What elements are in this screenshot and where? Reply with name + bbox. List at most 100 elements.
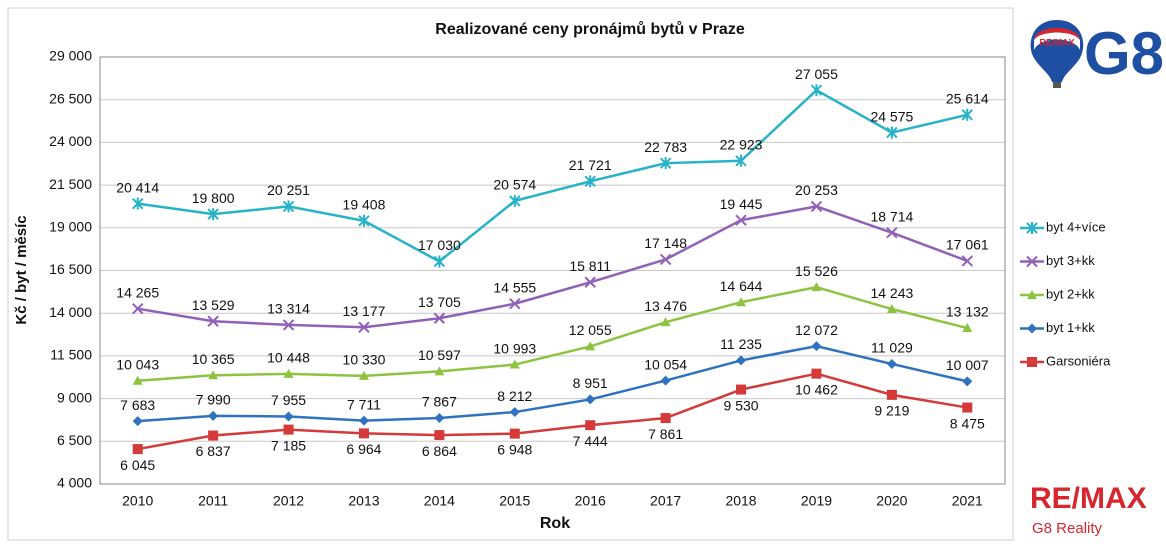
marker [434, 412, 445, 423]
marker [961, 255, 973, 267]
x-tick-label: 2018 [725, 493, 756, 509]
marker [886, 126, 898, 139]
series-line [137, 205, 968, 329]
data-label: 20 251 [267, 182, 310, 198]
data-label: 7 185 [271, 437, 306, 453]
data-label: 6 964 [346, 441, 381, 457]
x-tick-label: 2020 [876, 493, 907, 509]
marker [584, 276, 596, 288]
marker [433, 255, 446, 268]
y-tick-label: 6 500 [57, 432, 92, 448]
marker [282, 319, 295, 331]
y-axis-label: Kč / byt / měsíc [13, 215, 30, 324]
data-label: 14 265 [116, 284, 159, 300]
x-tick-label: 2015 [499, 493, 530, 509]
series-line [137, 285, 968, 383]
data-label: 19 445 [720, 196, 763, 212]
data-label: 10 330 [343, 352, 386, 368]
legend-label: byt 3+kk [1046, 253, 1095, 268]
marker [132, 444, 143, 455]
marker [208, 430, 219, 441]
marker [961, 108, 973, 121]
y-tick-label: 29 000 [49, 48, 92, 64]
marker [735, 214, 747, 226]
balloon-top [1034, 28, 1080, 40]
marker [132, 375, 143, 385]
data-label: 13 132 [946, 304, 989, 320]
data-label: 12 072 [795, 322, 838, 338]
marker [132, 197, 144, 210]
data-label: 14 555 [493, 279, 536, 295]
marker [659, 157, 672, 170]
chart-title: Realizované ceny pronájmů bytů v Praze [435, 21, 745, 38]
data-label: 9 530 [724, 397, 759, 413]
data-label: 17 030 [418, 237, 461, 253]
data-label: 10 993 [493, 340, 536, 356]
legend-label: Garsoniéra [1046, 353, 1111, 368]
data-label: 12 055 [569, 322, 612, 338]
balloon-text: RE/MAX [1039, 37, 1074, 47]
marker [962, 376, 973, 387]
data-label: 10 007 [946, 357, 989, 373]
data-label: 27 055 [795, 66, 838, 82]
legend-label: byt 2+kk [1046, 286, 1095, 301]
x-tick-label: 2010 [122, 493, 153, 509]
x-tick-label: 2012 [273, 493, 304, 509]
data-label: 14 644 [720, 278, 763, 294]
marker [660, 375, 671, 386]
data-label: 7 444 [573, 433, 608, 449]
logo-caption: G8 Reality [1032, 520, 1103, 537]
marker [434, 366, 445, 376]
data-label: 11 029 [871, 340, 913, 356]
marker [208, 370, 219, 380]
data-label: 17 148 [644, 235, 687, 251]
data-label: 22 783 [644, 139, 687, 155]
data-label: 10 054 [644, 356, 687, 372]
marker [358, 415, 369, 426]
series-line [137, 344, 968, 423]
marker [886, 389, 897, 400]
marker [736, 355, 747, 366]
data-label: 19 800 [192, 190, 235, 206]
data-label: 7 683 [120, 397, 155, 413]
data-label: 10 462 [795, 381, 838, 397]
x-tick-label: 2013 [348, 493, 379, 509]
marker [886, 358, 897, 369]
data-label: 9 219 [874, 403, 909, 419]
marker [283, 424, 294, 435]
marker [282, 200, 295, 213]
x-axis-label: Rok [540, 515, 570, 532]
marker [810, 84, 823, 97]
marker [207, 208, 219, 221]
legend-marker [1027, 357, 1037, 367]
data-label: 7 990 [196, 392, 231, 408]
x-tick-label: 2014 [424, 493, 455, 509]
data-label: 6 045 [120, 457, 155, 473]
data-label: 18 714 [870, 208, 913, 224]
marker [585, 341, 596, 351]
legend-label: byt 4+více [1046, 219, 1106, 234]
marker [132, 416, 143, 427]
legend-marker [1026, 255, 1038, 268]
data-label: 11 235 [720, 336, 762, 352]
marker [358, 370, 369, 380]
marker [358, 214, 370, 227]
marker [962, 402, 973, 413]
legend-marker [1027, 323, 1037, 334]
data-label: 7 711 [347, 396, 381, 412]
data-label: 10 597 [418, 347, 461, 363]
marker [358, 428, 369, 439]
balloon-basket [1053, 82, 1061, 88]
marker [434, 430, 445, 441]
chart-frame [7, 7, 1014, 541]
legend-marker [1027, 290, 1037, 299]
y-tick-label: 11 500 [50, 347, 92, 363]
marker [810, 200, 823, 213]
y-tick-label: 26 500 [49, 90, 92, 106]
marker [811, 341, 822, 352]
data-label: 17 061 [946, 237, 989, 253]
logo-brand: RE/MAX [1030, 482, 1147, 515]
data-label: 14 243 [870, 285, 913, 301]
data-label: 13 314 [267, 301, 310, 317]
